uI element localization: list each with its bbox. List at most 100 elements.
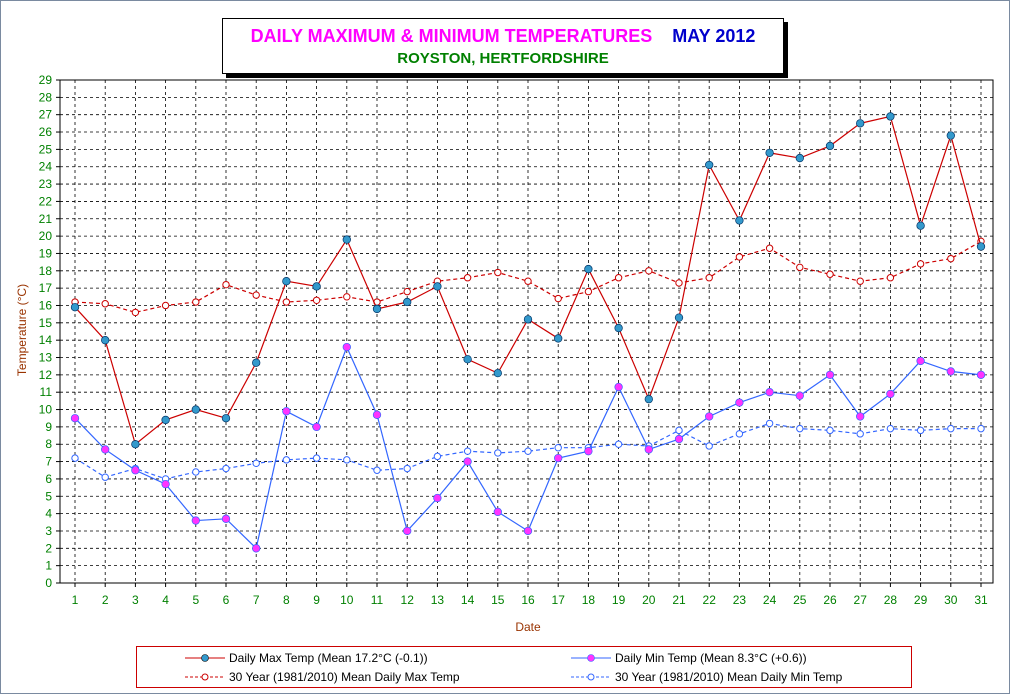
data-point-series-0 [493, 368, 502, 378]
title-box: DAILY MAXIMUM & MINIMUM TEMPERATURES MAY … [222, 18, 784, 74]
chart-subtitle: ROYSTON, HERTFORDSHIRE [397, 50, 609, 67]
y-tick-label: 14 [39, 333, 53, 347]
x-tick-label: 16 [521, 593, 535, 607]
data-point-series-2 [101, 300, 109, 308]
data-point-series-0 [795, 153, 804, 163]
data-point-series-3 [373, 466, 381, 474]
data-point-series-1 [554, 453, 563, 463]
x-tick-label: 8 [283, 593, 290, 607]
data-point-series-2 [282, 298, 291, 306]
data-point-series-3 [252, 459, 260, 468]
legend-line-icon [185, 673, 225, 681]
data-point-series-1 [705, 412, 714, 421]
x-tick-label: 11 [371, 593, 384, 607]
data-point-series-0 [554, 334, 563, 343]
data-point-series-0 [886, 112, 895, 121]
x-tick-label: 15 [491, 593, 505, 607]
data-point-series-1 [674, 434, 684, 444]
x-tick-label: 9 [313, 593, 320, 607]
data-point-series-2 [554, 294, 562, 303]
y-tick-label: 22 [39, 194, 53, 208]
y-tick-label: 2 [45, 541, 52, 555]
data-point-series-2 [796, 263, 804, 272]
x-tick-label: 2 [102, 593, 109, 607]
data-point-series-2 [584, 287, 593, 296]
y-tick-label: 0 [45, 576, 52, 590]
data-point-series-0 [705, 160, 714, 170]
data-point-series-2 [312, 296, 321, 304]
data-point-series-0 [976, 242, 986, 251]
data-point-series-3 [916, 426, 925, 435]
data-point-series-3 [977, 424, 985, 433]
x-axis-label: Date [515, 620, 541, 634]
data-point-series-3 [282, 456, 291, 464]
y-tick-label: 6 [45, 472, 52, 486]
data-point-series-0 [101, 336, 110, 345]
x-tick-label: 20 [642, 593, 656, 607]
data-point-series-2 [131, 308, 140, 317]
data-point-series-3 [826, 426, 834, 435]
data-point-series-2 [192, 298, 200, 306]
data-point-series-0 [825, 141, 835, 151]
x-tick-label: 31 [974, 593, 988, 607]
x-tick-label: 25 [793, 593, 807, 607]
data-point-series-0 [735, 216, 744, 225]
data-point-series-3 [856, 430, 864, 438]
data-point-series-0 [463, 355, 472, 364]
data-point-series-0 [221, 414, 231, 423]
data-point-series-1 [735, 398, 744, 407]
data-point-series-1 [372, 410, 382, 419]
x-tick-label: 10 [340, 593, 354, 607]
x-tick-label: 28 [884, 593, 898, 607]
y-tick-label: 10 [39, 403, 53, 417]
y-tick-label: 4 [45, 507, 52, 521]
x-tick-label: 17 [552, 593, 566, 607]
data-point-series-3 [494, 449, 502, 457]
y-tick-label: 3 [45, 524, 52, 538]
data-point-series-1 [433, 493, 442, 503]
data-point-series-2 [252, 291, 260, 299]
data-point-series-1 [282, 407, 291, 416]
y-tick-label: 29 [39, 73, 53, 87]
data-point-series-0 [674, 313, 684, 322]
data-point-series-2 [645, 267, 653, 275]
data-point-series-3 [222, 464, 230, 473]
data-point-series-2 [735, 253, 744, 261]
legend-line-icon [571, 673, 611, 681]
x-tick-label: 26 [823, 593, 837, 607]
y-tick-label: 1 [45, 559, 52, 573]
y-tick-label: 9 [45, 420, 52, 434]
y-tick-label: 15 [39, 316, 53, 330]
y-tick-label: 16 [39, 298, 53, 312]
data-point-series-0 [282, 277, 291, 286]
data-point-series-3 [675, 426, 683, 435]
data-point-series-0 [523, 315, 533, 324]
x-tick-label: 21 [672, 593, 686, 607]
y-tick-label: 12 [39, 368, 53, 382]
data-point-series-2 [675, 279, 683, 287]
y-tick-label: 26 [39, 125, 53, 139]
data-point-series-2 [343, 293, 351, 301]
data-point-series-0 [70, 303, 80, 312]
y-tick-label: 13 [39, 351, 53, 365]
data-point-series-0 [342, 235, 351, 244]
legend-label-mean-max: 30 Year (1981/2010) Mean Daily Max Temp [229, 670, 460, 684]
data-point-series-3 [343, 456, 351, 464]
data-point-series-1 [886, 389, 895, 399]
x-tick-label: 22 [703, 593, 717, 607]
data-point-series-0 [433, 282, 442, 291]
plot-area [59, 79, 994, 584]
x-tick-label: 4 [162, 593, 169, 607]
data-point-series-1 [312, 422, 321, 432]
data-point-series-2 [494, 268, 502, 277]
data-point-series-2 [705, 274, 713, 282]
data-point-series-0 [916, 221, 925, 230]
data-point-series-1 [493, 507, 502, 517]
data-point-series-2 [161, 301, 170, 310]
data-point-series-1 [191, 516, 200, 525]
data-point-series-0 [191, 405, 200, 414]
data-point-series-1 [795, 391, 804, 400]
legend-label-daily-min: Daily Min Temp (Mean 8.3°C (+0.6)) [615, 651, 807, 665]
data-point-series-3 [554, 444, 562, 452]
data-point-series-2 [524, 277, 532, 285]
